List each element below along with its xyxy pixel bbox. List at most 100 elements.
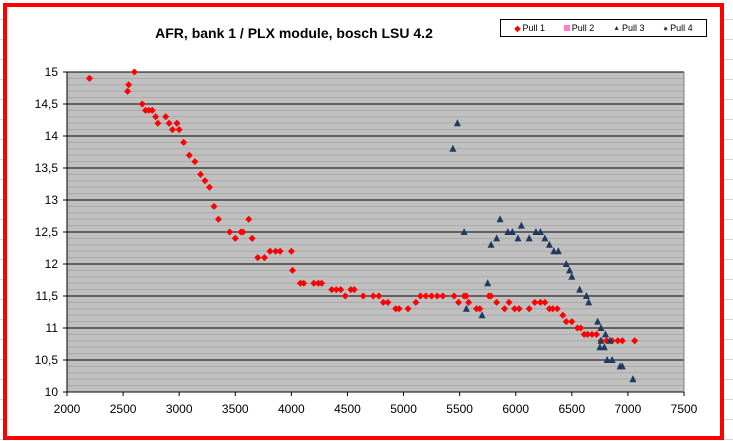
- y-tick-label: 10: [45, 385, 59, 399]
- legend-pull-3: ▲ Pull 3: [613, 23, 645, 33]
- pull-3-point: [545, 240, 553, 248]
- chart-title: AFR, bank 1 / PLX module, bosch LSU 4.2: [155, 25, 433, 41]
- pull-3-point: [603, 356, 611, 363]
- y-tick-label: 12: [45, 257, 59, 271]
- pull-3-point: [629, 375, 637, 383]
- pull-1-point: [162, 113, 170, 121]
- pull-1-point: [465, 298, 473, 306]
- x-tick-label: 3500: [222, 402, 249, 416]
- pull-3-point: [493, 234, 501, 242]
- pull-1-point: [168, 126, 176, 134]
- pull-1-point: [487, 292, 495, 300]
- x-tick-label: 2500: [110, 402, 137, 416]
- pull-1-point: [541, 298, 549, 306]
- pull-1-point: [272, 247, 280, 255]
- pull-1-point: [266, 247, 274, 255]
- pull-1-point: [433, 292, 441, 300]
- pull-1-point: [631, 337, 639, 345]
- pull-1-point: [505, 298, 513, 306]
- pull-3-point: [594, 317, 602, 325]
- x-tick-label: 6000: [502, 402, 529, 416]
- pull-3-point: [608, 356, 616, 363]
- pull-3-point: [601, 330, 609, 338]
- pull-1-point: [395, 305, 403, 313]
- pull-1-point: [332, 286, 340, 294]
- pull-1-point: [531, 298, 539, 306]
- pull-1-point: [536, 298, 544, 306]
- pull-1-point: [201, 177, 209, 185]
- pull-1-point: [511, 305, 519, 313]
- pull-1-point: [404, 305, 412, 313]
- y-tick-label: 11: [46, 321, 59, 335]
- pull-3-point: [517, 221, 525, 229]
- x-tick-label: 5000: [390, 402, 417, 416]
- y-tick-label: 14,5: [35, 97, 59, 111]
- pull-1-point: [180, 138, 188, 146]
- x-tick-label: 3000: [166, 402, 193, 416]
- pull-3-point: [550, 247, 558, 255]
- pull-3-point: [525, 234, 533, 242]
- pull-1-point: [515, 305, 523, 313]
- x-tick-label: 6500: [558, 402, 585, 416]
- pull-3-point: [508, 228, 516, 235]
- pull-1-point: [239, 228, 247, 236]
- pull-1-point: [328, 286, 336, 294]
- y-tick-label: 10,5: [35, 353, 59, 367]
- pull-1-point: [614, 337, 622, 345]
- pull-3-point: [596, 343, 604, 351]
- pull-1-point: [154, 119, 162, 127]
- y-tick-label: 12,5: [35, 225, 59, 239]
- pull-1-point: [288, 266, 296, 274]
- pull-1-point: [175, 126, 183, 134]
- pull-1-point: [379, 298, 387, 306]
- pull-1-point: [618, 337, 626, 345]
- pull-1-point: [455, 298, 463, 306]
- pull-1-point: [173, 119, 181, 127]
- legend[interactable]: ◆ Pull 1 Pull 2 ▲ Pull 3 ● Pull 4: [500, 19, 707, 37]
- pull-1-point: [254, 254, 262, 262]
- pull-1-point: [130, 68, 138, 76]
- pull-1-point: [245, 215, 253, 223]
- pull-3-point: [514, 234, 522, 242]
- pull-1-point: [138, 100, 146, 108]
- pull-1-point: [359, 292, 367, 300]
- pull-3-point: [462, 304, 470, 312]
- pull-3-point: [606, 336, 614, 344]
- pull-1-point: [260, 254, 268, 262]
- pull-3-point: [453, 119, 461, 127]
- pull-3-point: [597, 336, 605, 344]
- pull-1-point: [300, 279, 308, 287]
- pull-3-point: [460, 228, 468, 235]
- x-tick-label: 4500: [334, 402, 361, 416]
- pull-3-point: [576, 285, 584, 293]
- x-tick-label: 5500: [446, 402, 473, 416]
- pull-1-point: [493, 298, 501, 306]
- pull-1-point: [412, 298, 420, 306]
- pull-1-point: [549, 305, 557, 313]
- pull-1-point: [476, 305, 484, 313]
- pull-1-point: [439, 292, 447, 300]
- y-tick-label: 15: [45, 65, 59, 79]
- pull-3-point: [618, 362, 626, 370]
- pull-3-point: [541, 234, 549, 242]
- pull-1-point: [191, 158, 199, 166]
- pull-1-point: [214, 215, 222, 223]
- pull-1-point: [384, 298, 392, 306]
- pull-1-point: [375, 292, 383, 300]
- pull-3-point: [562, 260, 570, 267]
- pull-1-point: [152, 113, 160, 121]
- pull-1-point: [428, 292, 436, 300]
- pull-1-point: [248, 234, 256, 242]
- pull-1-point: [416, 292, 424, 300]
- pull-3-point: [585, 298, 593, 306]
- pull-3-point: [484, 279, 492, 287]
- legend-pull-2: Pull 2: [563, 23, 594, 33]
- pull-1-point: [568, 318, 576, 326]
- pull-1-point: [310, 279, 318, 287]
- pull-3-point: [496, 215, 504, 223]
- y-tick-label: 13,5: [35, 161, 59, 175]
- pull-1-point: [276, 247, 284, 255]
- pull-1-point: [422, 292, 430, 300]
- pull-3-point: [600, 343, 608, 351]
- y-tick-label: 14: [45, 129, 59, 143]
